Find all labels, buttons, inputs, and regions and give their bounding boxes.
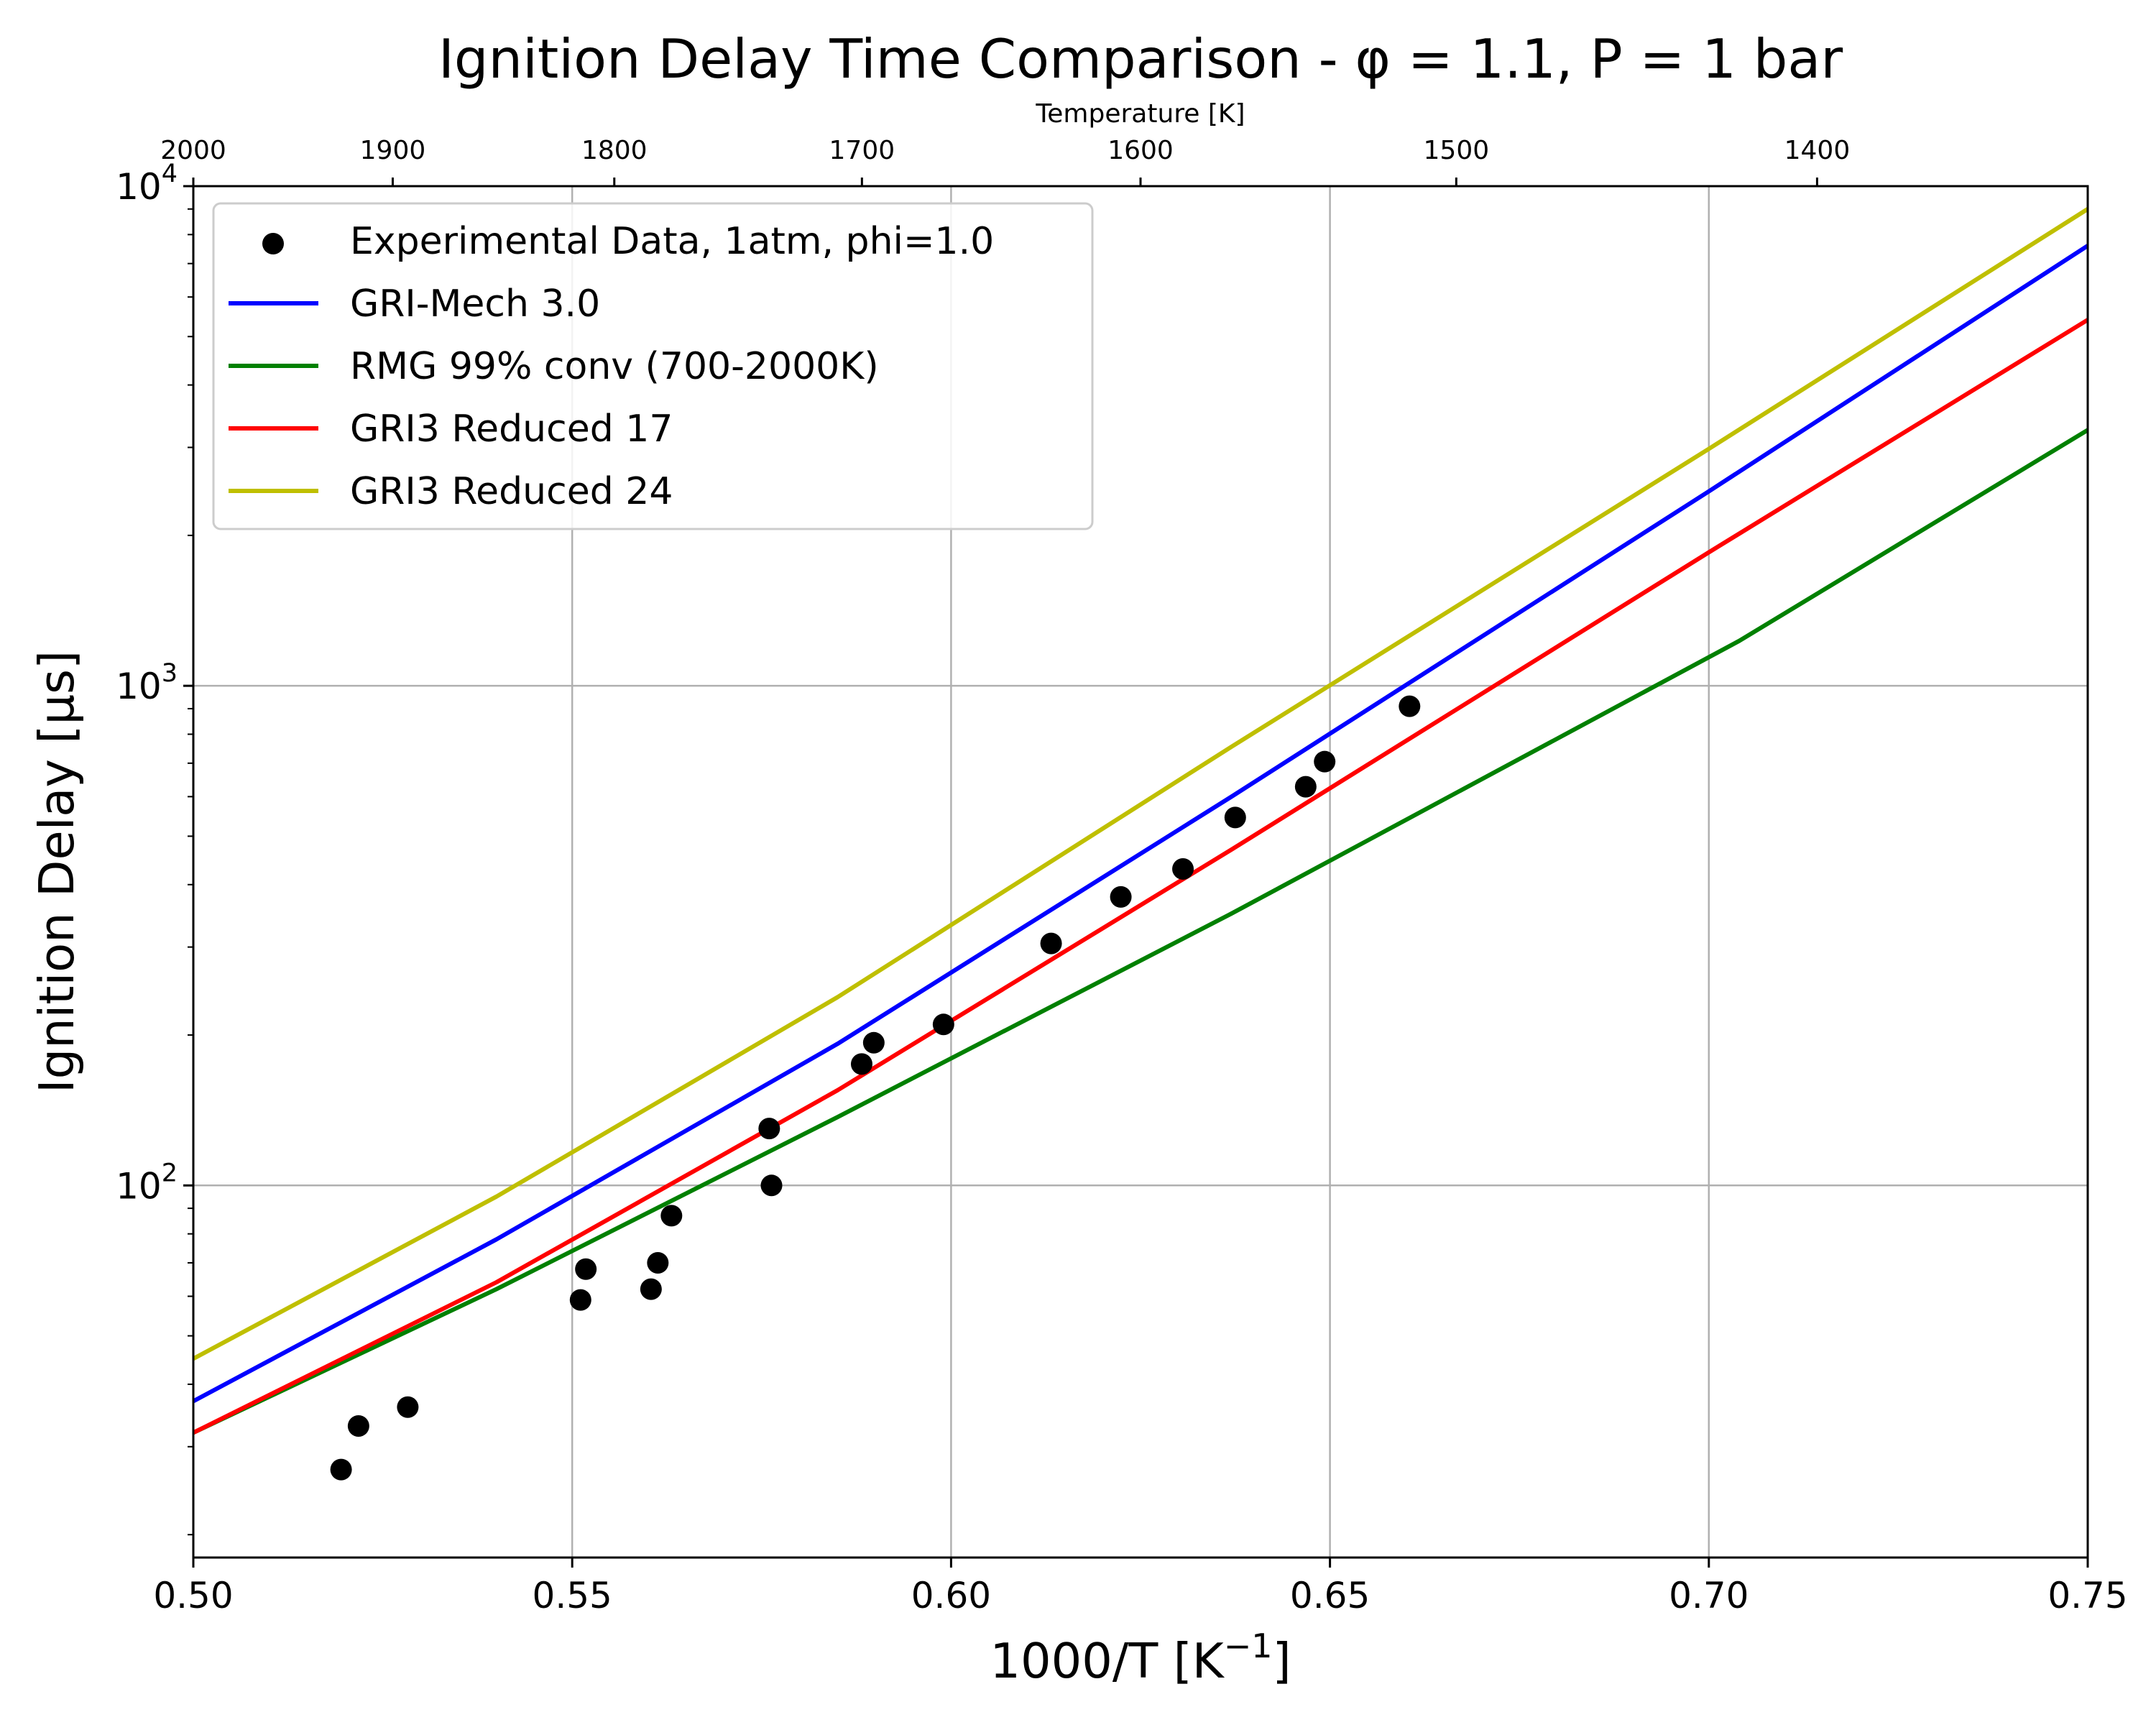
y-tick-label: 103 <box>116 659 178 707</box>
data-point <box>347 1415 369 1438</box>
top-temperature-axis: 2000 1900 1800 1700 1600 1500 1400 <box>160 136 1850 186</box>
top-tick-label: 1800 <box>581 136 648 165</box>
data-point <box>330 1458 352 1481</box>
data-point <box>575 1258 597 1280</box>
series-line-3 <box>192 207 2089 1361</box>
experimental-points <box>330 695 1421 1481</box>
data-point <box>1224 806 1246 829</box>
top-tick-label: 1600 <box>1107 136 1174 165</box>
series-line-1 <box>192 428 2089 1435</box>
data-point <box>397 1396 419 1418</box>
data-point <box>1040 932 1062 954</box>
top-tick-label: 2000 <box>160 136 226 165</box>
y-tick-label: 104 <box>116 160 178 208</box>
data-point <box>760 1174 783 1197</box>
legend: Experimental Data, 1atm, phi=1.0 GRI-Mech… <box>212 202 1094 530</box>
legend-marker <box>262 233 284 254</box>
data-point <box>1172 857 1194 880</box>
data-point <box>932 1013 954 1036</box>
data-point <box>850 1053 872 1075</box>
top-tick-label: 1700 <box>829 136 895 165</box>
top-tick-label: 1400 <box>1784 136 1851 165</box>
x-tick-label: 0.60 <box>911 1575 991 1616</box>
bottom-x-axis: 0.50 0.55 0.60 0.65 0.70 0.75 <box>153 1558 2128 1616</box>
left-y-axis: 102 103 104 <box>116 160 193 1536</box>
data-point <box>1294 776 1317 798</box>
data-point <box>758 1118 780 1140</box>
data-point <box>647 1251 669 1274</box>
x-tick-label: 0.50 <box>153 1575 233 1616</box>
y-tick-label: 102 <box>116 1159 178 1207</box>
series-line-2 <box>192 318 2089 1435</box>
x-axis-label: 1000/T [K−1] <box>990 1627 1291 1689</box>
legend-box <box>212 202 1094 530</box>
y-axis-label: Ignition Delay [μs] <box>29 650 85 1093</box>
data-point <box>1399 695 1421 717</box>
legend-label: GRI3 Reduced 24 <box>350 470 673 513</box>
top-tick-label: 1900 <box>360 136 426 165</box>
series-line-0 <box>192 244 2089 1404</box>
legend-label: GRI3 Reduced 17 <box>350 408 673 451</box>
x-tick-label: 0.65 <box>1290 1575 1370 1616</box>
data-point <box>660 1205 683 1227</box>
top-tick-label: 1500 <box>1424 136 1490 165</box>
legend-label: RMG 99% conv (700-2000K) <box>350 345 879 388</box>
data-point <box>569 1289 591 1311</box>
series-lines <box>192 207 2089 1435</box>
x-tick-label: 0.70 <box>1669 1575 1749 1616</box>
x-tick-label: 0.55 <box>533 1575 612 1616</box>
chart-title: Ignition Delay Time Comparison - φ = 1.1… <box>438 27 1843 91</box>
x-tick-label: 0.75 <box>2047 1575 2127 1616</box>
data-point <box>1314 750 1336 773</box>
top-axis-label: Temperature [K] <box>1035 99 1245 129</box>
data-point <box>862 1031 885 1054</box>
legend-label: GRI-Mech 3.0 <box>350 282 600 326</box>
legend-label: Experimental Data, 1atm, phi=1.0 <box>350 220 994 263</box>
data-point <box>1110 886 1132 908</box>
data-point <box>640 1278 662 1300</box>
